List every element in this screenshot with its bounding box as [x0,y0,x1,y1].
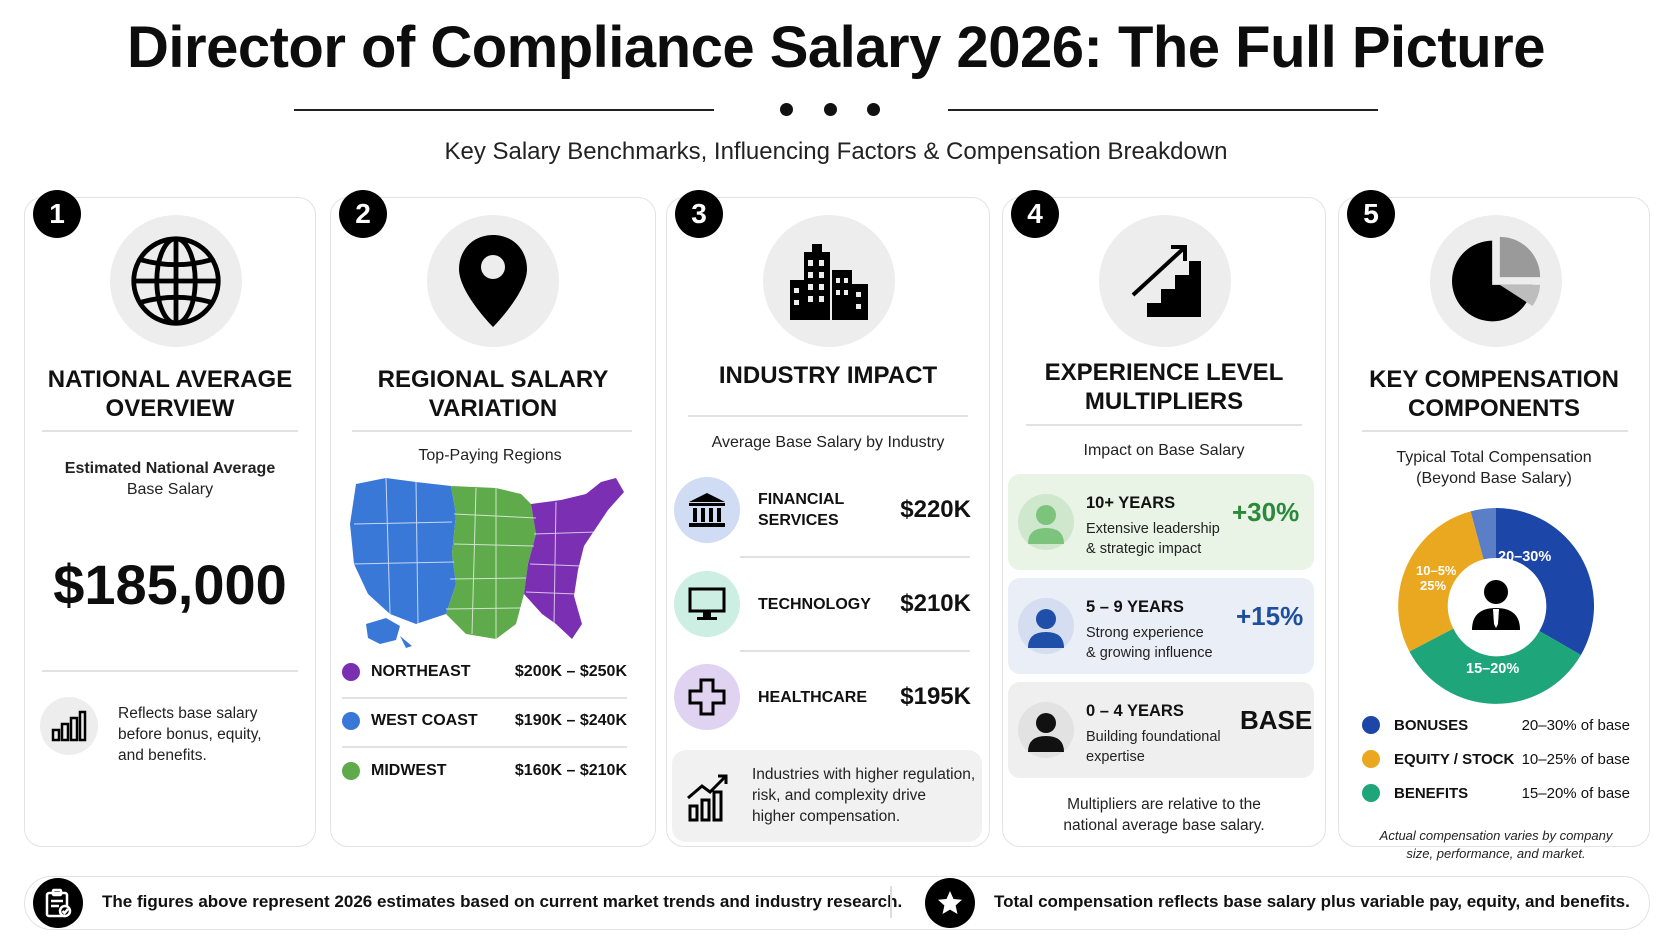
industry-value: $210K [900,590,971,617]
industry-row-financial-services: FINANCIAL SERVICES $220K [674,477,971,543]
donut-slice-benefits [1409,628,1581,704]
card-title: REGIONAL SALARY VARIATION [377,366,609,422]
regions-label: Top-Paying Regions [418,447,562,464]
growth-chart-icon [686,772,732,827]
footer-left-text: The figures above represent 2026 estimat… [102,892,903,911]
person-icon [1018,702,1074,758]
industry-value: $220K [900,496,971,523]
experience-label: Impact on Base Salary [1083,442,1245,459]
compensation-label: Typical Total Compensation (Beyond Base S… [1396,449,1592,487]
person-icon [1018,494,1074,550]
donut-slice-bonuses [1496,508,1595,655]
donut-label-equity: 10–5% 25% [1416,563,1457,593]
card-number-badge: 3 [675,190,723,238]
city-buildings-icon [763,215,895,347]
location-pin-icon [427,215,559,347]
industry-note-box [672,750,982,842]
card-title: NATIONAL AVERAGE OVERVIEW [47,366,293,422]
bank-icon [674,477,740,543]
card-number-badge: 5 [1347,190,1395,238]
footer-bar [24,876,1650,930]
growth-stairs-icon [1099,215,1231,347]
card-number-badge: 1 [33,190,81,238]
monitor-icon [674,571,740,637]
legend-row-bonuses: BONUSES 20–30% of base [1362,713,1630,737]
compensation-footnote: Actual compensation varies by company siz… [1379,828,1613,861]
national-average-value: $185,000 [53,553,287,616]
page-subtitle: Key Salary Benchmarks, Influencing Facto… [444,138,1228,165]
industry-note: Industries with higher regulation, risk, … [752,766,976,825]
national-average-note: Reflects base salary before bonus, equity… [118,705,262,764]
card-title: EXPERIENCE LEVEL MULTIPLIERS [1044,359,1284,415]
card-number-badge: 2 [339,190,387,238]
region-row-northeast: NORTHEAST $200K – $250K [342,657,627,687]
card-title: KEY COMPENSATION COMPONENTS [1369,366,1619,422]
medical-cross-icon [674,664,740,730]
industry-row-technology: TECHNOLOGY $210K [674,571,971,637]
pie-chart-icon [1430,215,1562,347]
experience-multiplier-value: BASE [1240,705,1313,735]
legend-row-benefits: BENEFITS 15–20% of base [1362,781,1630,805]
bar-chart-icon [40,697,98,755]
person-icon [1018,598,1074,654]
donut-slice-other [1470,508,1496,560]
experience-multiplier-value: +30% [1232,497,1300,527]
card-number-badge: 4 [1011,190,1059,238]
donut-label-bonuses: 20–30% [1498,549,1552,565]
clipboard-check-icon [33,878,83,928]
title-divider-right [948,109,1378,111]
industry-value: $195K [900,683,971,710]
industry-label: Average Base Salary by Industry [711,434,945,451]
region-row-west-coast: WEST COAST $190K – $240K [342,706,627,736]
region-row-midwest: MIDWEST $160K – $210K [342,756,627,786]
donut-label-benefits: 15–20% [1466,661,1520,677]
globe-icon [110,215,242,347]
card-title: INDUSTRY IMPACT [718,362,938,389]
experience-note: Multipliers are relative to the national … [1063,796,1265,834]
footer-right-text: Total compensation reflects base salary … [994,892,1630,911]
donut-slice-equity [1398,511,1484,652]
experience-multiplier-value: +15% [1236,601,1304,631]
star-icon [925,878,975,928]
title-divider-left [294,109,714,111]
page-title: Director of Compliance Salary 2026: The … [127,15,1546,80]
compensation-donut [1398,508,1595,709]
title-dots [780,103,880,116]
industry-row-healthcare: HEALTHCARE $195K [674,664,971,730]
national-average-label: Estimated National Average Base Salary [64,460,276,498]
legend-row-equity: EQUITY / STOCK 10–25% of base [1362,747,1630,771]
us-region-map [346,474,630,659]
